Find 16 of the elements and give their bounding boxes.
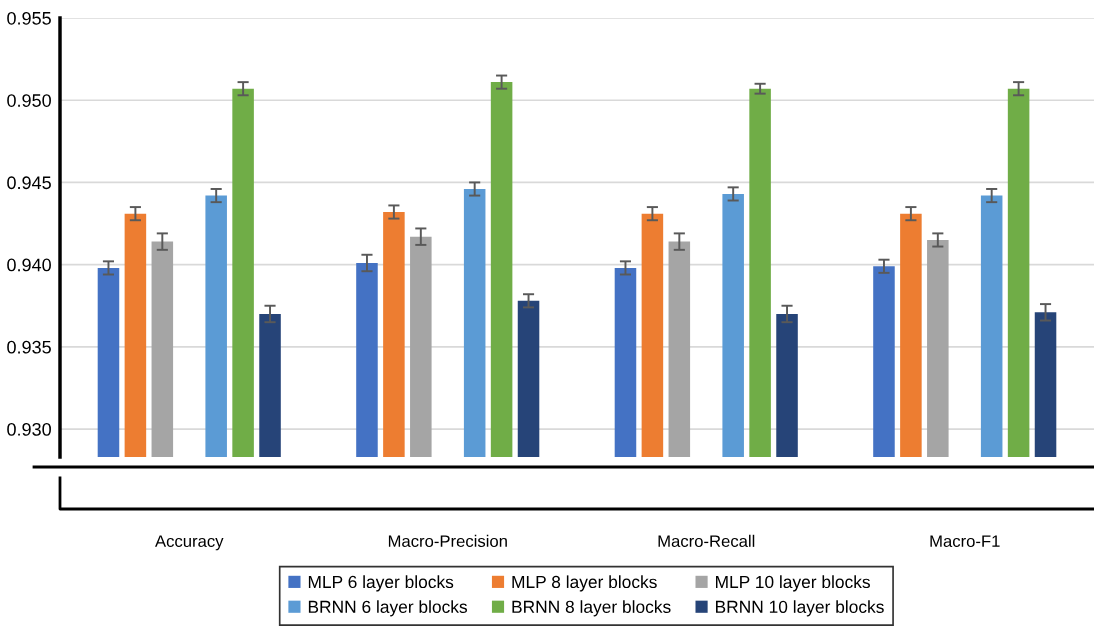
legend-label: MLP 8 layer blocks <box>512 575 657 592</box>
legend-label: MLP 10 layer blocks <box>716 575 870 592</box>
y-tick-label: 0.935 <box>7 340 51 354</box>
legend-label: BRNN 6 layer blocks <box>308 600 467 617</box>
legend-label: MLP 6 layer blocks <box>308 575 454 592</box>
x-tick-label: Accuracy <box>155 535 224 551</box>
y-tick-label: 0.930 <box>7 422 51 436</box>
x-tick-label: Macro-Recall <box>658 534 755 548</box>
x-tick-label: Macro-F1 <box>930 535 1000 548</box>
x-tick-label: Macro-Precision <box>388 534 507 548</box>
y-tick-label: 0.950 <box>7 94 51 107</box>
legend-label: BRNN 10 layer blocks <box>716 600 884 617</box>
y-tick-label: 0.940 <box>7 258 51 272</box>
y-tick-label: 0.955 <box>7 11 51 25</box>
legend-label: BRNN 8 layer blocks <box>512 600 671 617</box>
y-tick-label: 0.945 <box>7 176 51 190</box>
